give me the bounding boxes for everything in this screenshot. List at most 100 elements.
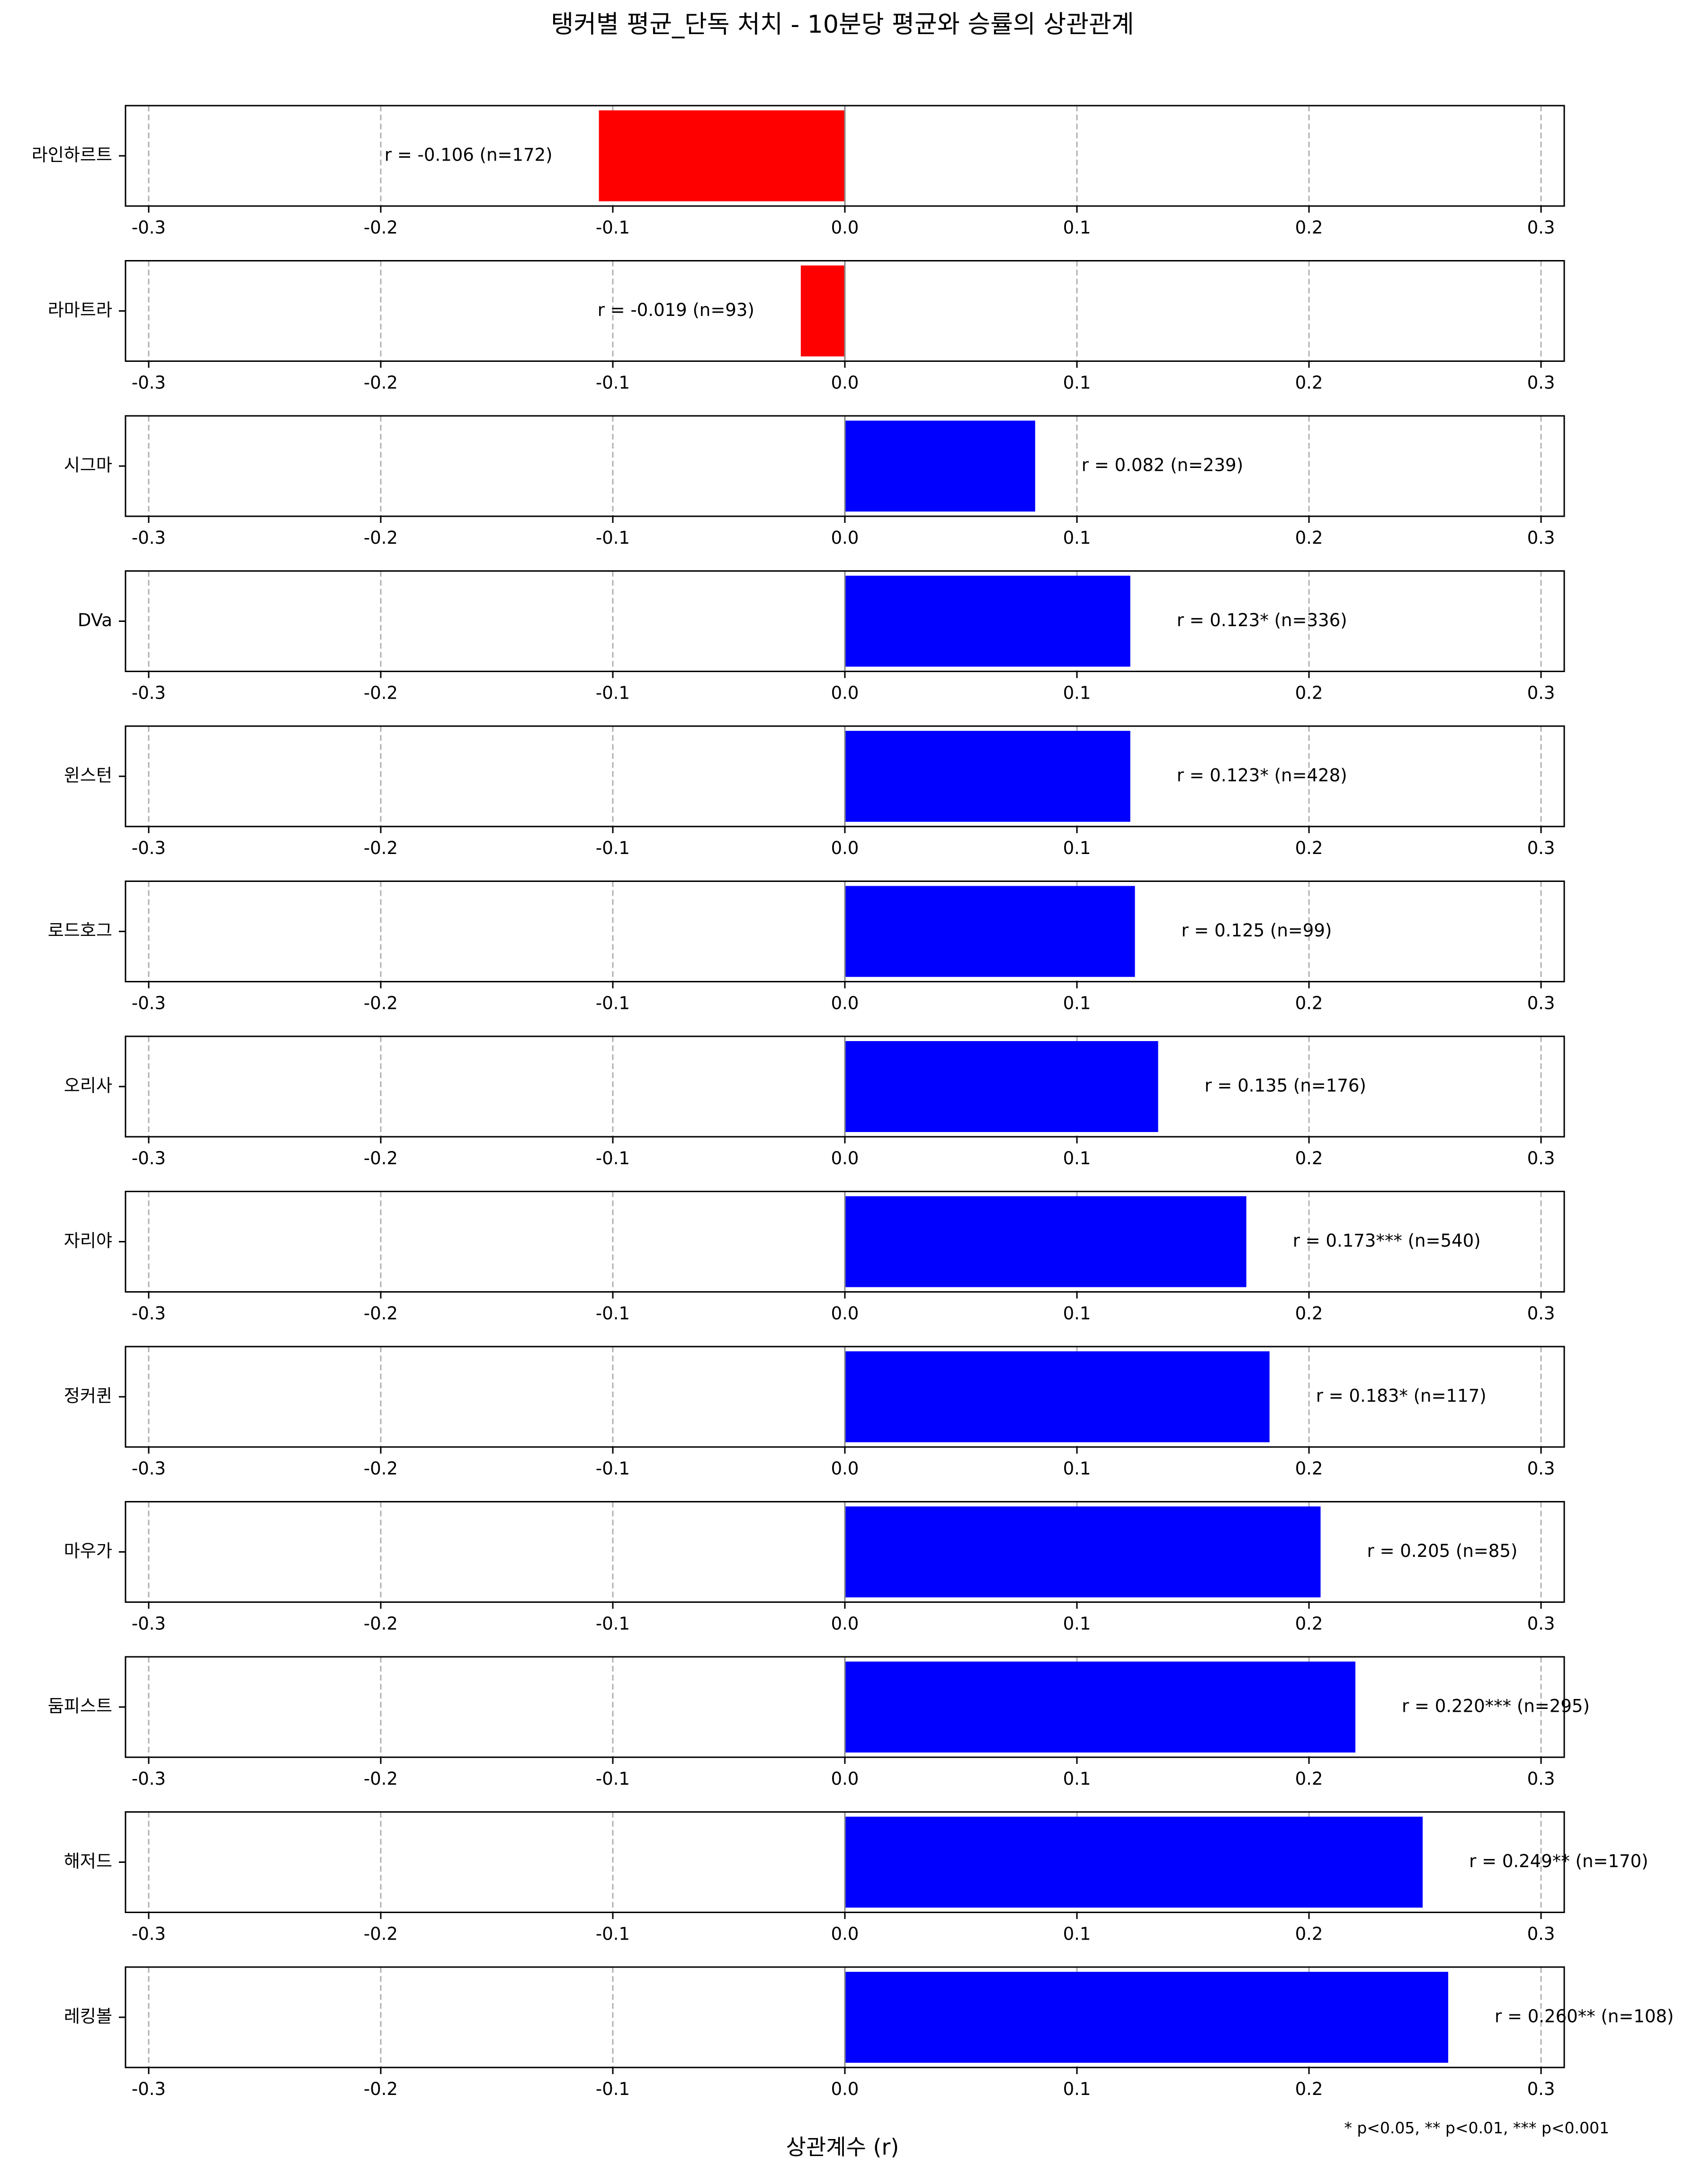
bar-1 (599, 110, 845, 201)
x-tick-label: 0.3 (1527, 683, 1555, 703)
x-tick-label: -0.2 (364, 1303, 398, 1324)
x-tick-label: -0.1 (596, 1924, 630, 1944)
x-tick-label: 0.2 (1295, 528, 1323, 548)
x-tick-label: 0.3 (1527, 993, 1555, 1014)
data-label: r = 0.220*** (n=295) (1402, 1696, 1590, 1717)
x-tick-label: 0.1 (1063, 1458, 1091, 1479)
x-tick-label: -0.3 (132, 528, 166, 548)
x-tick-label: -0.3 (132, 1148, 166, 1168)
bar-9 (845, 1351, 1270, 1442)
bar-7 (845, 1041, 1158, 1132)
bar-5 (845, 731, 1130, 822)
x-tick-label: 0.2 (1295, 993, 1323, 1014)
category-label: 시그마 (64, 455, 112, 476)
x-tick-label: 0.0 (831, 683, 859, 703)
x-axis-label: 상관계수 (r) (786, 2134, 899, 2160)
x-tick-label: -0.2 (364, 1614, 398, 1634)
category-label: DVa (78, 610, 112, 630)
x-tick-label: -0.3 (132, 217, 166, 238)
bar-3 (845, 421, 1035, 512)
category-label: 둠피스트 (48, 1696, 112, 1717)
data-label: r = -0.106 (n=172) (385, 145, 553, 165)
data-label: r = 0.123* (n=428) (1177, 765, 1347, 786)
x-tick-label: -0.2 (364, 2079, 398, 2099)
x-tick-label: 0.0 (831, 2079, 859, 2099)
bar-12 (845, 1816, 1423, 1908)
x-tick-label: -0.2 (364, 1769, 398, 1789)
category-label: 마우가 (64, 1541, 112, 1561)
data-label: r = 0.183* (n=117) (1316, 1386, 1487, 1406)
x-tick-label: -0.3 (132, 683, 166, 703)
x-tick-label: 0.0 (831, 373, 859, 393)
x-tick-label: 0.1 (1063, 217, 1091, 238)
x-tick-label: 0.1 (1063, 2079, 1091, 2099)
data-label: r = 0.249** (n=170) (1469, 1851, 1648, 1871)
x-tick-label: 0.0 (831, 217, 859, 238)
x-tick-label: 0.1 (1063, 373, 1091, 393)
data-label: r = 0.205 (n=85) (1367, 1541, 1518, 1561)
x-tick-label: 0.2 (1295, 373, 1323, 393)
x-tick-label: -0.2 (364, 1148, 398, 1168)
category-label: 레킹볼 (64, 2006, 112, 2027)
x-tick-label: 0.3 (1527, 528, 1555, 548)
x-tick-label: -0.3 (132, 1303, 166, 1324)
data-label: r = 0.173*** (n=540) (1293, 1231, 1481, 1251)
category-label: 라인하르트 (32, 145, 112, 165)
x-tick-label: -0.1 (596, 373, 630, 393)
x-tick-label: 0.3 (1527, 1303, 1555, 1324)
x-tick-label: 0.2 (1295, 683, 1323, 703)
x-tick-label: 0.0 (831, 1769, 859, 1789)
x-tick-label: -0.3 (132, 373, 166, 393)
x-tick-label: -0.1 (596, 1148, 630, 1168)
x-tick-label: -0.1 (596, 993, 630, 1014)
x-tick-label: -0.2 (364, 373, 398, 393)
x-tick-label: 0.3 (1527, 1769, 1555, 1789)
x-tick-label: 0.1 (1063, 1769, 1091, 1789)
x-tick-label: -0.1 (596, 1458, 630, 1479)
bar-6 (845, 886, 1135, 977)
bar-10 (845, 1506, 1321, 1598)
x-tick-label: 0.3 (1527, 1614, 1555, 1634)
category-label: 정커퀸 (64, 1386, 112, 1406)
x-tick-label: 0.0 (831, 993, 859, 1014)
x-tick-label: -0.1 (596, 528, 630, 548)
x-tick-label: 0.3 (1527, 1458, 1555, 1479)
x-tick-label: 0.1 (1063, 1148, 1091, 1168)
x-tick-label: 0.2 (1295, 1303, 1323, 1324)
x-tick-label: 0.1 (1063, 528, 1091, 548)
x-tick-label: -0.1 (596, 2079, 630, 2099)
x-tick-label: -0.2 (364, 683, 398, 703)
x-tick-label: 0.2 (1295, 838, 1323, 858)
x-tick-label: 0.2 (1295, 1769, 1323, 1789)
bar-4 (845, 575, 1130, 667)
bar-13 (845, 1972, 1448, 2063)
x-tick-label: -0.3 (132, 2079, 166, 2099)
bar-11 (845, 1662, 1355, 1753)
category-label: 해저드 (64, 1851, 112, 1871)
x-tick-label: -0.3 (132, 1614, 166, 1634)
x-tick-label: -0.2 (364, 993, 398, 1014)
category-label: 오리사 (64, 1076, 112, 1096)
x-tick-label: -0.1 (596, 683, 630, 703)
data-label: r = -0.019 (n=93) (598, 300, 754, 320)
x-tick-label: 0.3 (1527, 838, 1555, 858)
x-tick-label: -0.3 (132, 993, 166, 1014)
x-tick-label: 0.1 (1063, 1614, 1091, 1634)
x-tick-label: -0.2 (364, 1458, 398, 1479)
x-tick-label: -0.2 (364, 217, 398, 238)
x-tick-label: 0.1 (1063, 1924, 1091, 1944)
x-tick-label: -0.2 (364, 838, 398, 858)
bar-8 (845, 1196, 1246, 1287)
x-tick-label: -0.3 (132, 838, 166, 858)
x-tick-label: -0.1 (596, 217, 630, 238)
x-tick-label: 0.1 (1063, 838, 1091, 858)
x-tick-label: 0.3 (1527, 373, 1555, 393)
x-tick-label: 0.0 (831, 838, 859, 858)
x-tick-label: -0.3 (132, 1458, 166, 1479)
x-tick-label: 0.2 (1295, 1458, 1323, 1479)
data-label: r = 0.125 (n=99) (1182, 920, 1332, 941)
x-tick-label: 0.0 (831, 1148, 859, 1168)
x-tick-label: 0.0 (831, 1614, 859, 1634)
category-label: 자리야 (64, 1231, 112, 1251)
